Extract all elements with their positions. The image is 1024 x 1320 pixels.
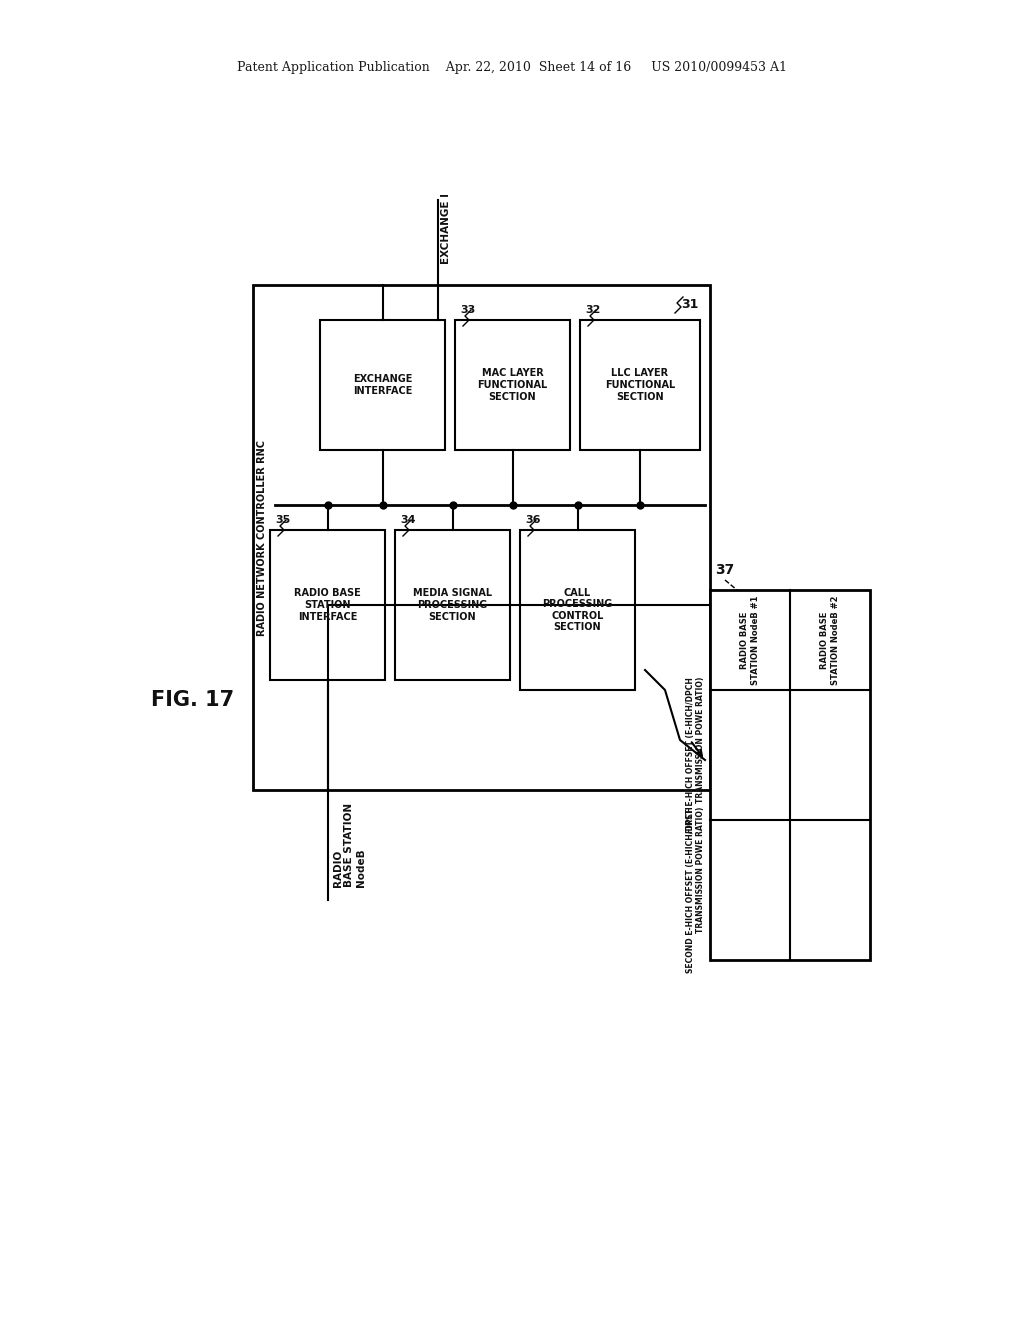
Text: Patent Application Publication    Apr. 22, 2010  Sheet 14 of 16     US 2010/0099: Patent Application Publication Apr. 22, … <box>237 62 787 74</box>
Text: 32: 32 <box>585 305 600 315</box>
Text: RADIO BASE
STATION
INTERFACE: RADIO BASE STATION INTERFACE <box>294 589 360 622</box>
Bar <box>319 319 445 450</box>
Text: RADIO
BASE STATION
NodeB: RADIO BASE STATION NodeB <box>333 803 366 887</box>
Text: SECOND E-HICH OFFSET (E-HICH/DPCH
TRANSMISSION POWE RATIO): SECOND E-HICH OFFSET (E-HICH/DPCH TRANSM… <box>686 807 705 973</box>
Bar <box>455 319 570 450</box>
Text: FIRST E-HICH OFFSET (E-HICH/DPCH
TRANSMISSION POWE RATIO): FIRST E-HICH OFFSET (E-HICH/DPCH TRANSMI… <box>686 677 705 833</box>
Text: 37: 37 <box>715 564 734 577</box>
Bar <box>270 531 385 680</box>
Text: MAC LAYER
FUNCTIONAL
SECTION: MAC LAYER FUNCTIONAL SECTION <box>477 368 548 401</box>
Bar <box>253 285 710 789</box>
Text: LLC LAYER
FUNCTIONAL
SECTION: LLC LAYER FUNCTIONAL SECTION <box>605 368 675 401</box>
Text: MEDIA SIGNAL
PROCESSING
SECTION: MEDIA SIGNAL PROCESSING SECTION <box>413 589 493 622</box>
Text: 31: 31 <box>681 298 698 312</box>
Text: 36: 36 <box>525 515 541 525</box>
Text: RADIO BASE
STATION NodeB #2: RADIO BASE STATION NodeB #2 <box>820 595 840 685</box>
Bar <box>520 531 635 690</box>
Bar <box>395 531 510 680</box>
Bar <box>710 590 870 960</box>
Text: CALL
PROCESSING
CONTROL
SECTION: CALL PROCESSING CONTROL SECTION <box>543 587 612 632</box>
Text: 35: 35 <box>275 515 290 525</box>
Text: FIG. 17: FIG. 17 <box>152 690 234 710</box>
Text: EXCHANGE I: EXCHANGE I <box>441 193 451 264</box>
Text: 34: 34 <box>400 515 416 525</box>
Text: EXCHANGE
INTERFACE: EXCHANGE INTERFACE <box>353 374 413 396</box>
Text: RADIO NETWORK CONTROLLER RNC: RADIO NETWORK CONTROLLER RNC <box>257 440 267 635</box>
Bar <box>580 319 700 450</box>
Text: RADIO BASE
STATION NodeB #1: RADIO BASE STATION NodeB #1 <box>740 595 760 685</box>
Text: 33: 33 <box>460 305 475 315</box>
